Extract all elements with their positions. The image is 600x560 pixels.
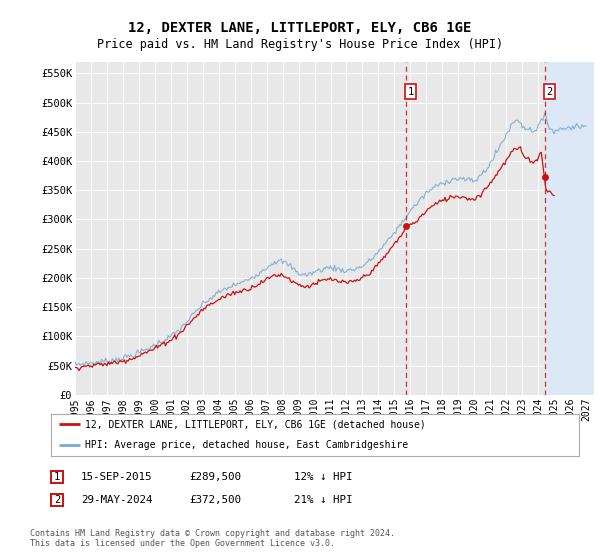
Text: 1: 1: [54, 472, 60, 482]
Text: Price paid vs. HM Land Registry's House Price Index (HPI): Price paid vs. HM Land Registry's House …: [97, 38, 503, 51]
Text: HPI: Average price, detached house, East Cambridgeshire: HPI: Average price, detached house, East…: [85, 440, 409, 450]
Text: This data is licensed under the Open Government Licence v3.0.: This data is licensed under the Open Gov…: [30, 539, 335, 548]
Text: 2: 2: [54, 495, 60, 505]
Text: Contains HM Land Registry data © Crown copyright and database right 2024.: Contains HM Land Registry data © Crown c…: [30, 529, 395, 538]
Text: 2: 2: [547, 87, 553, 96]
Bar: [545, 62, 594, 395]
Text: 12, DEXTER LANE, LITTLEPORT, ELY, CB6 1GE (detached house): 12, DEXTER LANE, LITTLEPORT, ELY, CB6 1G…: [85, 419, 426, 429]
Text: £372,500: £372,500: [189, 495, 241, 505]
Text: 1: 1: [407, 87, 413, 96]
Text: £289,500: £289,500: [189, 472, 241, 482]
Text: 12, DEXTER LANE, LITTLEPORT, ELY, CB6 1GE: 12, DEXTER LANE, LITTLEPORT, ELY, CB6 1G…: [128, 21, 472, 35]
Text: 15-SEP-2015: 15-SEP-2015: [81, 472, 152, 482]
Text: 29-MAY-2024: 29-MAY-2024: [81, 495, 152, 505]
Bar: [545, 62, 594, 395]
Text: 12% ↓ HPI: 12% ↓ HPI: [294, 472, 353, 482]
Text: 21% ↓ HPI: 21% ↓ HPI: [294, 495, 353, 505]
